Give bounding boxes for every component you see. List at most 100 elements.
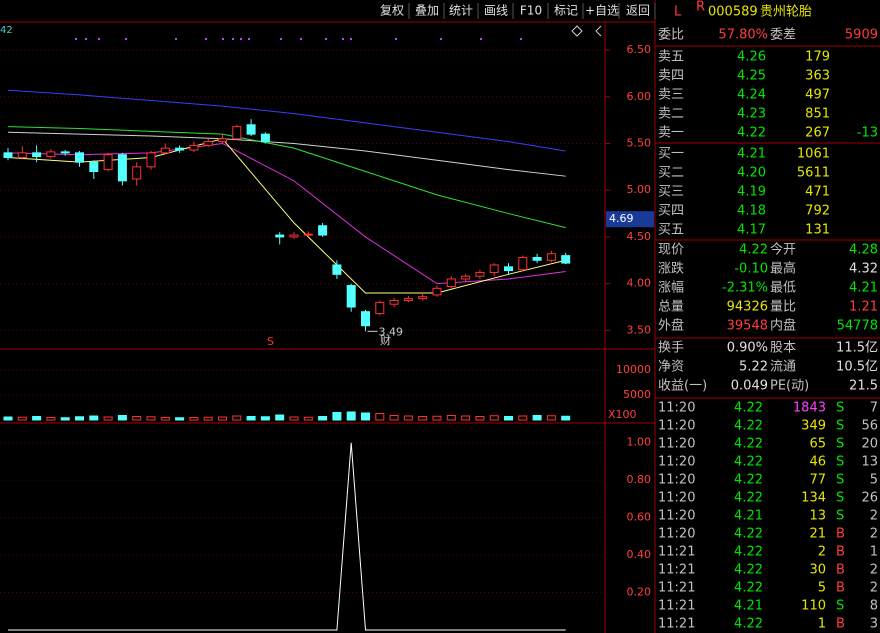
volume-unit: X100 (608, 408, 637, 421)
quote-text: 1.21 (849, 300, 878, 315)
quote-text: 11:20 (658, 437, 695, 452)
quote-text: 20 (861, 437, 878, 452)
quote-text: 0.049 (731, 379, 768, 394)
candle-body (175, 147, 185, 151)
quote-text: -13 (857, 126, 878, 141)
quote-text: 5909 (845, 28, 878, 43)
toolbar-button[interactable]: 标记 (554, 4, 578, 18)
volume-bar (46, 417, 56, 421)
volume-bar (203, 416, 213, 421)
quote-text: S (836, 401, 844, 416)
quote-text: 497 (805, 88, 830, 103)
quote-text: S (836, 473, 844, 488)
volume-bar (17, 416, 27, 421)
volume-bar (361, 412, 370, 421)
toolbar-button[interactable]: 统计 (449, 4, 473, 18)
quote-text: 4.22 (734, 401, 763, 416)
quote-text: 委差 (770, 28, 796, 43)
quote-text: 4.28 (849, 243, 878, 258)
quote-text: 11:21 (658, 581, 695, 596)
quote-text: 267 (805, 126, 830, 141)
cursor-price: 4.69 (609, 212, 634, 225)
candle-body (546, 253, 556, 261)
quote-text: 买四 (658, 204, 684, 219)
indicator-line (8, 442, 566, 631)
quote-text: B (836, 581, 845, 596)
candle-body (518, 256, 528, 271)
quote-text: 4.22 (734, 527, 763, 542)
toolbar-button[interactable]: 叠加 (415, 4, 439, 18)
signal-dot (125, 38, 127, 40)
volume-bar (346, 411, 356, 421)
diamond-icon[interactable] (571, 25, 583, 37)
volume-bar (518, 415, 528, 421)
volume-bar (375, 413, 385, 421)
candle-body (432, 287, 442, 296)
quote-text: 5611 (797, 166, 830, 181)
y-tick-label: 6.50 (627, 43, 652, 56)
volume-bar (117, 415, 127, 421)
y-tick-label: 5.50 (627, 136, 652, 149)
signal-dot (232, 38, 234, 40)
toolbar-button[interactable]: +自选 (585, 4, 619, 18)
quote-text: 471 (805, 185, 830, 200)
quote-text: 4.23 (737, 107, 766, 122)
signal-dot (342, 38, 344, 40)
candle-body (89, 161, 99, 173)
quote-text: -2.31% (722, 281, 768, 296)
toolbar-button[interactable]: 返回 (626, 4, 650, 18)
quote-text: 1061 (797, 147, 830, 162)
volume-bar (218, 416, 227, 421)
quote-text: 4.22 (734, 473, 763, 488)
quote-text: S (836, 599, 844, 614)
quote-text: 851 (805, 107, 830, 122)
quote-text: 1 (818, 617, 826, 632)
quote-text: 4.21 (734, 599, 763, 614)
candle-body (461, 275, 471, 280)
signal-dot (520, 38, 522, 40)
volume-bar (75, 416, 84, 421)
quote-text: 11:20 (658, 509, 695, 524)
volume-bar (189, 417, 199, 421)
quote-text: 2 (870, 563, 878, 578)
quote-text: 4.22 (734, 563, 763, 578)
toolbar-button[interactable]: F10 (520, 4, 542, 18)
quote-text: 4.22 (734, 581, 763, 596)
quote-text: 4.21 (849, 281, 878, 296)
volume-bar (60, 417, 70, 421)
quote-text: 4.24 (737, 88, 766, 103)
volume-bar (561, 415, 571, 421)
quote-text: 77 (809, 473, 826, 488)
y-tick-label: 5000 (623, 388, 651, 401)
candle-body (389, 299, 399, 305)
quote-text: 股本 (770, 341, 796, 356)
candle-body (32, 152, 42, 158)
candle-body (117, 154, 127, 182)
quote-text: 1843 (793, 401, 826, 416)
quote-text: 卖一 (658, 126, 684, 141)
quote-text: 10.5亿 (836, 360, 878, 375)
collapse-icon[interactable] (595, 25, 602, 37)
volume-bar (103, 416, 113, 421)
quote-text: 7 (870, 401, 878, 416)
quote-text: 涨跌 (658, 261, 684, 277)
quote-text: 5.22 (739, 360, 768, 375)
signal-dot (325, 38, 327, 40)
candle-body (403, 298, 413, 301)
toolbar-button[interactable]: 画线 (484, 4, 508, 18)
quote-text: 349 (801, 419, 826, 434)
candle-body (3, 152, 13, 158)
volume-bar (303, 416, 313, 421)
volume-bar (475, 416, 485, 421)
quote-text: S (836, 419, 844, 434)
quote-text: 买三 (658, 185, 684, 200)
volume-bar (504, 416, 513, 421)
quote-text: 000589 (708, 5, 758, 20)
quote-text: 2 (870, 527, 878, 542)
candle-body (418, 296, 428, 300)
y-tick-label: 0.60 (627, 511, 652, 524)
quote-text: 56 (861, 419, 878, 434)
candle-body (75, 152, 84, 163)
toolbar-button[interactable]: 复权 (380, 4, 404, 18)
signal-dot (440, 38, 442, 40)
